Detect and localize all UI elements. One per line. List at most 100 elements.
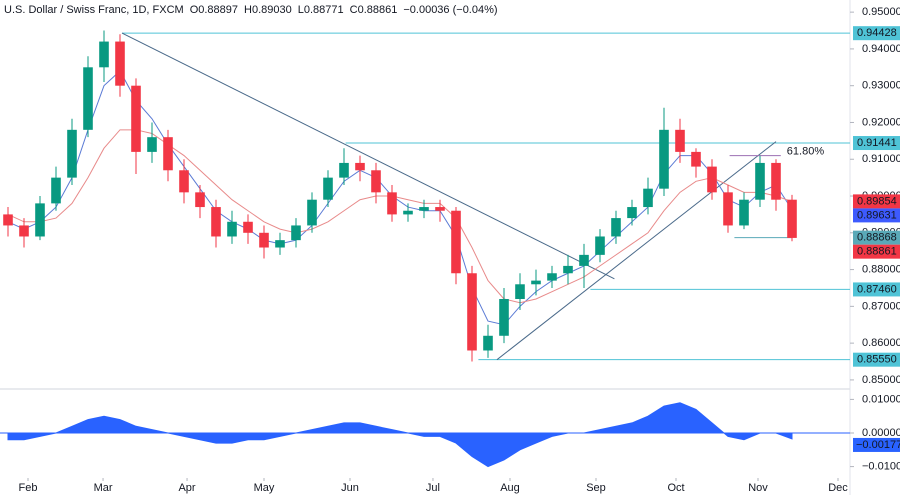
price-badge <box>853 136 900 151</box>
y-tick-label: 0.93000 <box>862 80 900 92</box>
x-tick-label: Jul <box>426 482 440 494</box>
candle-body <box>51 177 61 204</box>
osc-tick-label: 0.01000 <box>862 393 900 405</box>
fib-label: 61.80% <box>787 145 825 157</box>
candle-body <box>627 207 637 219</box>
x-tick-label: Sep <box>586 482 606 494</box>
price-badge <box>853 194 900 209</box>
candle-body <box>83 67 93 130</box>
candle-body <box>451 210 461 274</box>
candle-body <box>771 162 781 200</box>
candle-body <box>707 166 717 193</box>
osc-tick-label: 0.00000 <box>862 427 900 439</box>
candle-body <box>147 137 157 152</box>
candle-body <box>531 280 541 285</box>
y-tick-label: 0.95000 <box>862 6 900 18</box>
x-tick-label: May <box>254 482 275 494</box>
price-badge <box>853 282 900 297</box>
price-badge <box>853 244 900 259</box>
candle-body <box>227 221 237 237</box>
x-tick-label: Apr <box>178 482 195 494</box>
trendline <box>496 141 777 361</box>
price-badge-label: 0.91441 <box>857 137 897 149</box>
candle-body <box>691 151 701 167</box>
x-tick-label: Feb <box>19 482 38 494</box>
osc-badge-label: −0.00177 <box>856 439 900 451</box>
candle-body <box>467 273 477 351</box>
x-tick-label: Oct <box>667 482 684 494</box>
candle-body <box>3 214 13 226</box>
candle-body <box>323 177 333 200</box>
price-badge-label: 0.89631 <box>857 209 897 221</box>
price-badge-label: 0.88868 <box>857 232 897 244</box>
price-badge <box>853 230 900 245</box>
candle-body <box>643 188 653 208</box>
candle-body <box>403 210 413 215</box>
price-badge <box>853 26 900 41</box>
candle-body <box>211 207 221 237</box>
candle-body <box>19 225 29 237</box>
candle-body <box>579 254 589 266</box>
osc-badge <box>853 437 900 452</box>
candle-body <box>739 199 749 226</box>
x-tick-label: Jun <box>341 482 359 494</box>
candle-body <box>67 129 77 178</box>
header-item: O0.88897 <box>190 4 238 16</box>
candle-body <box>659 129 669 189</box>
candle-body <box>387 192 397 215</box>
candle-body <box>675 129 685 152</box>
candle-body <box>179 170 189 193</box>
candle-body <box>307 199 317 226</box>
candle-body <box>435 207 445 211</box>
candle-body <box>419 207 429 211</box>
x-tick-label: Dec <box>828 482 848 494</box>
price-badge-label: 0.89854 <box>857 195 897 207</box>
y-tick-label: 0.91000 <box>862 153 900 165</box>
y-tick-label: 0.85000 <box>862 374 900 386</box>
header-item: −0.00036 (−0.04%) <box>403 4 497 16</box>
price-badge-label: 0.88861 <box>857 246 897 258</box>
y-tick-label: 0.87000 <box>862 300 900 312</box>
y-tick-label: 0.92000 <box>862 116 900 128</box>
x-tick-label: Aug <box>500 482 520 494</box>
candle-body <box>483 335 493 351</box>
candle-body <box>371 170 381 193</box>
candle-body <box>35 203 45 237</box>
candle-body <box>563 265 573 274</box>
osc-tick-label: −0.01000 <box>862 461 900 473</box>
y-tick-label: 0.86000 <box>862 337 900 349</box>
header-item: U.S. Dollar / Swiss Franc, 1D, FXCM <box>4 4 184 16</box>
header-item: H0.89030 <box>244 4 292 16</box>
candle-body <box>291 225 301 241</box>
price-badge-label: 0.94428 <box>857 27 897 39</box>
candle-body <box>547 273 557 281</box>
candle-body <box>339 162 349 178</box>
candle-body <box>755 162 765 200</box>
x-tick-label: Nov <box>748 482 768 494</box>
candle-body <box>115 41 125 86</box>
candle-body <box>259 232 269 248</box>
candle-body <box>611 218 621 237</box>
candle-body <box>499 298 509 336</box>
candle-body <box>195 192 205 208</box>
candle-body <box>515 284 525 299</box>
candle-body <box>243 221 253 233</box>
price-badge <box>853 352 900 367</box>
x-tick-label: Mar <box>94 482 113 494</box>
candle-body <box>355 162 365 171</box>
candle-body <box>99 41 109 68</box>
trendline <box>121 32 615 280</box>
price-badge-label: 0.85550 <box>857 354 897 366</box>
candle-body <box>163 137 173 171</box>
candle-body <box>131 85 141 152</box>
candle-body <box>787 199 797 238</box>
y-tick-label: 0.88000 <box>862 263 900 275</box>
price-badge <box>853 208 900 223</box>
candle-body <box>595 236 605 255</box>
y-tick-label: 0.94000 <box>862 43 900 55</box>
header-item: L0.88771 <box>298 4 344 16</box>
candle-body <box>723 192 733 226</box>
price-badge-label: 0.87460 <box>857 283 897 295</box>
